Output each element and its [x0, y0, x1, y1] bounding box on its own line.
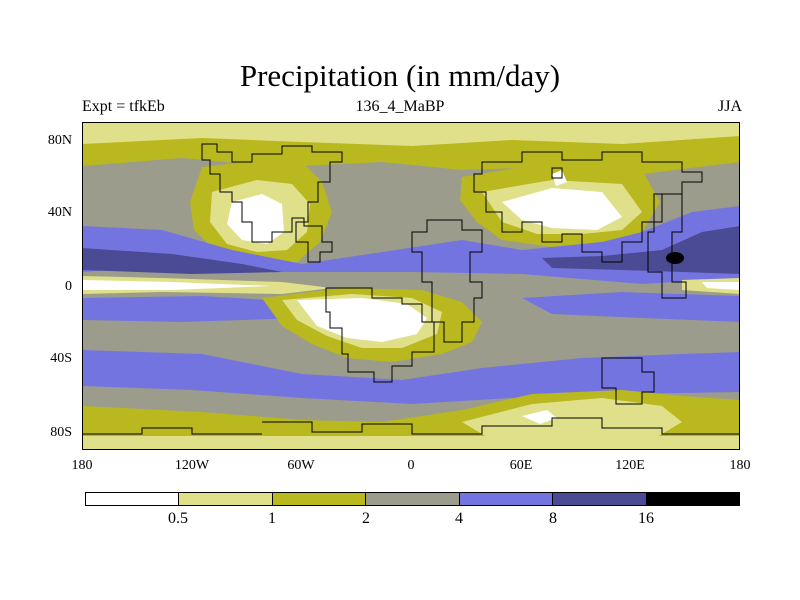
y-tick-label: 80S: [50, 425, 72, 440]
time-label: 136_4_MaBP: [355, 98, 445, 115]
map-canvas: [82, 122, 740, 450]
x-tick-label: 0: [407, 458, 415, 473]
outline-south-america: [325, 287, 435, 383]
map-frame: [82, 122, 740, 450]
outline-north-america: [201, 143, 343, 263]
precip-north-wet-16a: [82, 248, 282, 274]
colorbar-swatch: [459, 493, 554, 505]
precip-eq-0: [82, 280, 272, 290]
precip-eu-0: [502, 188, 622, 230]
outline-eurasia: [473, 151, 703, 263]
coastlines: [82, 143, 740, 435]
precip-storm-track: [82, 350, 740, 404]
colorbar-swatch: [366, 493, 460, 505]
x-tick-label: 180: [71, 458, 93, 473]
precip-south-0: [522, 410, 557, 424]
x-tick-label: 180: [729, 458, 751, 473]
y-tick-label: 0: [65, 279, 72, 294]
precip-south-1: [462, 398, 682, 446]
precip-sa-0: [297, 298, 427, 342]
outline-australia: [601, 357, 655, 405]
colorbar-swatch: [86, 493, 180, 505]
precipitation-map: [82, 122, 740, 450]
outline-antarctica: [262, 417, 740, 435]
y-tick-label: 40N: [47, 205, 72, 220]
x-tick-label: 120W: [174, 458, 210, 473]
colorbar-swatch: [272, 493, 367, 505]
colorbar-label: 4: [455, 510, 463, 527]
outline-southeast-asia: [647, 193, 687, 299]
colorbar-swatch: [553, 493, 647, 505]
x-tick-label: 120E: [615, 458, 645, 473]
colorbar-label: 2: [362, 510, 370, 527]
precip-peak: [666, 252, 684, 264]
colorbar-label: 16: [638, 510, 654, 527]
colorbar: [85, 492, 740, 506]
x-tick-label: 60E: [509, 458, 533, 473]
plot-title: Precipitation (in mm/day): [239, 58, 561, 93]
experiment-label: Expt = tfkEb: [82, 98, 165, 115]
season-label: JJA: [717, 98, 742, 115]
colorbar-swatch: [179, 493, 273, 505]
colorbar-label: 8: [549, 510, 557, 527]
y-tick-label: 40S: [50, 351, 72, 366]
precip-band-north-1: [82, 122, 740, 146]
outline-island-a: [551, 167, 563, 179]
precip-north-wet-16b: [542, 226, 740, 274]
colorbar-label: 0.5: [168, 510, 188, 527]
outline-africa: [411, 219, 483, 343]
precip-south-edge: [82, 436, 740, 450]
colorbar-label: 1: [268, 510, 276, 527]
x-tick-label: 60W: [287, 458, 315, 473]
precip-na-0: [227, 194, 284, 244]
outline-antarctica-west: [82, 427, 262, 435]
y-tick-label: 80N: [47, 133, 72, 148]
colorbar-swatch: [646, 493, 739, 505]
precip-south-wet-b: [522, 292, 740, 322]
precip-eq-east-0: [702, 282, 740, 290]
